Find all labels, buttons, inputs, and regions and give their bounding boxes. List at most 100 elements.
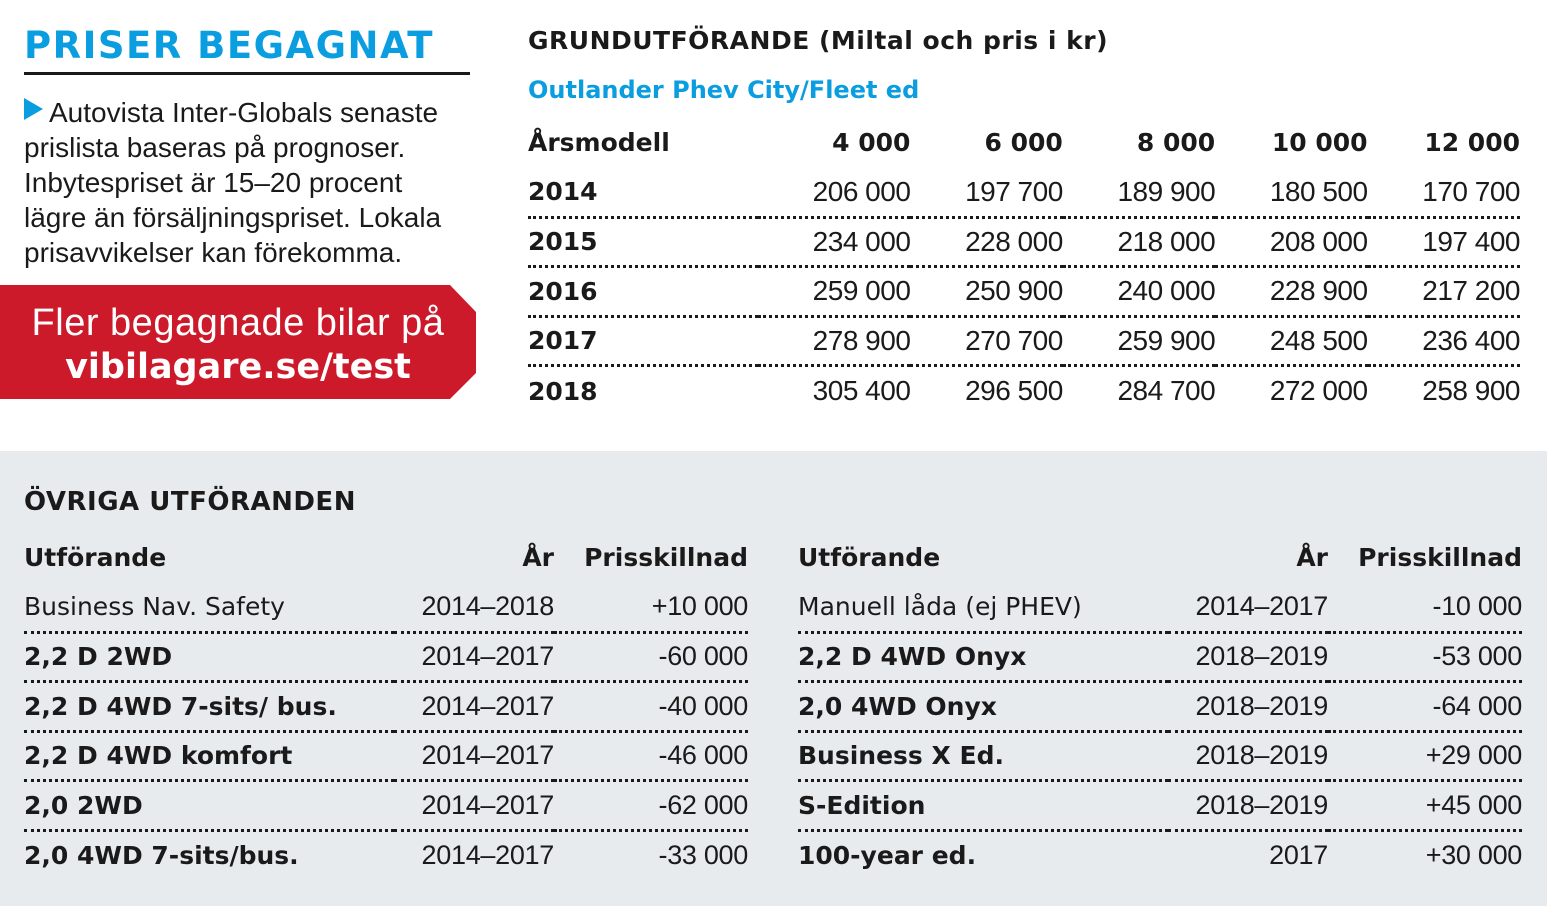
variant-price-diff-cell: +29 000 (1328, 731, 1522, 782)
price-cell: 206 000 (758, 167, 911, 219)
more-used-cars-link[interactable]: Fler begagnade bilar på vibilagare.se/te… (0, 285, 476, 399)
variants-header-right: Utförande År Prisskillnad (798, 533, 1522, 583)
variant-name-cell: 2,2 D 4WD Onyx (798, 632, 1168, 683)
price-cell: 234 000 (758, 217, 911, 268)
variant-price-diff-cell: +10 000 (554, 582, 748, 634)
variants-header-cell: År (522, 543, 554, 573)
price-cell: 296 500 (965, 375, 1063, 406)
variants-header-cell: Prisskillnad (584, 543, 748, 573)
price-header-cell: 12 000 (1424, 128, 1520, 158)
variant-name-cell: 2,2 D 4WD komfort (24, 731, 394, 782)
intro-divider (24, 72, 470, 75)
variant-year-cell: 2014–2017 (394, 780, 554, 832)
variants-table-right: Utförande År Prisskillnad Manuell låda (ej… (798, 533, 1522, 880)
main-table-subtitle: Outlander Phev City/Fleet ed (528, 76, 920, 104)
variant-name-cell: 2,0 2WD (24, 780, 394, 832)
price-cell: 250 900 (910, 266, 1063, 318)
variants-panel: ÖVRIGA UTFÖRANDEN Utförande År Prisskillna… (0, 451, 1547, 906)
variant-name-cell: 2,2 D 4WD 7-sits/ bus. (24, 681, 394, 733)
price-cell: 305 400 (812, 375, 911, 406)
price-cell: 217 200 (1367, 266, 1521, 318)
price-header-cell: 10 000 (1271, 128, 1368, 158)
price-cell: 197 700 (910, 167, 1063, 219)
model-year-cell: 2018 (528, 376, 598, 406)
variant-year-cell: 2018–2019 (1168, 681, 1328, 733)
variant-row: 2,0 4WD Onyx 2018–2019 -64 000 (798, 681, 1522, 733)
cta-url: vibilagare.se/test (65, 347, 411, 387)
variants-body-left: Business Nav. Safety 2014–2018 +10 000 2,2 … (24, 582, 749, 880)
variants-table-left: Utförande År Prisskillnad Business Nav. Sa… (24, 533, 748, 880)
price-cell: 270 700 (910, 316, 1063, 367)
variant-row: 2,2 D 4WD komfort 2014–2017 -46 000 (24, 731, 748, 782)
variants-header-cell: Utförande (24, 543, 167, 573)
price-cell: 258 900 (1422, 375, 1520, 406)
variant-price-diff-cell: -60 000 (554, 632, 748, 683)
variant-name-cell: 100-year ed. (798, 841, 977, 870)
variant-name-cell: Business Nav. Safety (24, 582, 394, 634)
price-header-cell: 8 000 (1136, 128, 1216, 158)
variant-row: 100-year ed. 2017 +30 000 (798, 830, 1522, 880)
cta-line1: Fler begagnade bilar på (31, 302, 445, 344)
variant-price-diff-cell: -62 000 (554, 780, 748, 832)
variant-row: Business Nav. Safety 2014–2018 +10 000 (24, 582, 748, 634)
variant-price-diff-cell: -40 000 (554, 681, 748, 733)
variant-row: S-Edition 2018–2019 +45 000 (798, 780, 1522, 832)
variant-name-cell: Manuell låda (ej PHEV) (798, 582, 1168, 634)
variant-price-diff-cell: -10 000 (1328, 582, 1522, 634)
price-row: 2018 305 400 296 500 284 700 272 000 258 900 (528, 366, 1521, 416)
intro-text: Autovista Inter-Globals senaste prislist… (24, 97, 442, 268)
price-header-cell: 6 000 (984, 128, 1063, 158)
price-row: 2014 206 000 197 700 189 900 180 500 170 700 (528, 167, 1521, 219)
price-row: 2016 259 000 250 900 240 000 228 900 217 200 (528, 266, 1521, 318)
model-year-cell: 2015 (528, 217, 758, 268)
variant-name-cell: 2,2 D 2WD (24, 632, 394, 683)
price-table-body: 2014 206 000 197 700 189 900 180 500 170 700 2… (528, 167, 1521, 416)
variant-price-diff-cell: -46 000 (554, 731, 748, 782)
price-cell: 240 000 (1062, 266, 1216, 318)
price-cell: 180 500 (1215, 167, 1368, 219)
price-cell: 197 400 (1367, 217, 1521, 268)
variants-header-cell: Utförande (798, 543, 941, 573)
variant-year-cell: 2018–2019 (1168, 780, 1328, 832)
variant-year-cell: 2014–2017 (421, 840, 555, 870)
variant-year-cell: 2018–2019 (1168, 632, 1328, 683)
price-cell: 259 000 (758, 266, 911, 318)
price-header-cell: Årsmodell (528, 128, 670, 158)
variant-price-diff-cell: +30 000 (1425, 840, 1523, 870)
variants-header-cell: År (1296, 543, 1328, 573)
variant-name-cell: Business X Ed. (798, 731, 1168, 782)
variant-year-cell: 2017 (1269, 840, 1328, 870)
model-year-cell: 2017 (528, 316, 758, 367)
variant-row: 2,2 D 4WD Onyx 2018–2019 -53 000 (798, 632, 1522, 683)
variants-title: ÖVRIGA UTFÖRANDEN (24, 487, 356, 517)
price-cell: 228 000 (910, 217, 1063, 268)
variant-price-diff-cell: -33 000 (658, 840, 749, 870)
variants-body-right: Manuell låda (ej PHEV) 2014–2017 -10 000 2,… (798, 582, 1522, 880)
variant-row: Manuell låda (ej PHEV) 2014–2017 -10 000 (798, 582, 1522, 634)
price-row: 2017 278 900 270 700 259 900 248 500 236 400 (528, 316, 1521, 367)
intro-text-block: Autovista Inter-Globals senaste prislist… (24, 95, 470, 270)
price-cell: 272 000 (1269, 375, 1368, 406)
variant-row: 2,2 D 2WD 2014–2017 -60 000 (24, 632, 748, 683)
variant-year-cell: 2014–2018 (394, 582, 554, 634)
price-cell: 259 900 (1062, 316, 1216, 367)
price-cell: 248 500 (1215, 316, 1368, 367)
variant-year-cell: 2014–2017 (394, 731, 554, 782)
intro-box: PRISER BEGAGNAT Autovista Inter-Globals … (24, 24, 470, 270)
price-cell: 236 400 (1367, 316, 1521, 367)
variant-year-cell: 2014–2017 (394, 681, 554, 733)
model-year-cell: 2014 (528, 167, 758, 219)
variants-header-cell: Prisskillnad (1358, 543, 1522, 573)
main-table-title: GRUNDUTFÖRANDE (Miltal och pris i kr) (528, 26, 1109, 55)
variant-name-cell: S-Edition (798, 780, 1168, 832)
price-cell: 170 700 (1367, 167, 1521, 219)
variant-row: 2,0 2WD 2014–2017 -62 000 (24, 780, 748, 832)
variant-row: 2,2 D 4WD 7-sits/ bus. 2014–2017 -40 000 (24, 681, 748, 733)
variant-name-cell: 2,0 4WD Onyx (798, 681, 1168, 733)
variants-header-left: Utförande År Prisskillnad (24, 533, 748, 583)
price-header-cell: 4 000 (832, 128, 911, 158)
price-table-header: Årsmodell 4 000 6 000 8 000 10 000 12 000 (528, 118, 1520, 168)
price-cell: 284 700 (1117, 375, 1216, 406)
variant-price-diff-cell: -64 000 (1328, 681, 1522, 733)
variant-name-cell: 2,0 4WD 7-sits/bus. (24, 841, 299, 870)
